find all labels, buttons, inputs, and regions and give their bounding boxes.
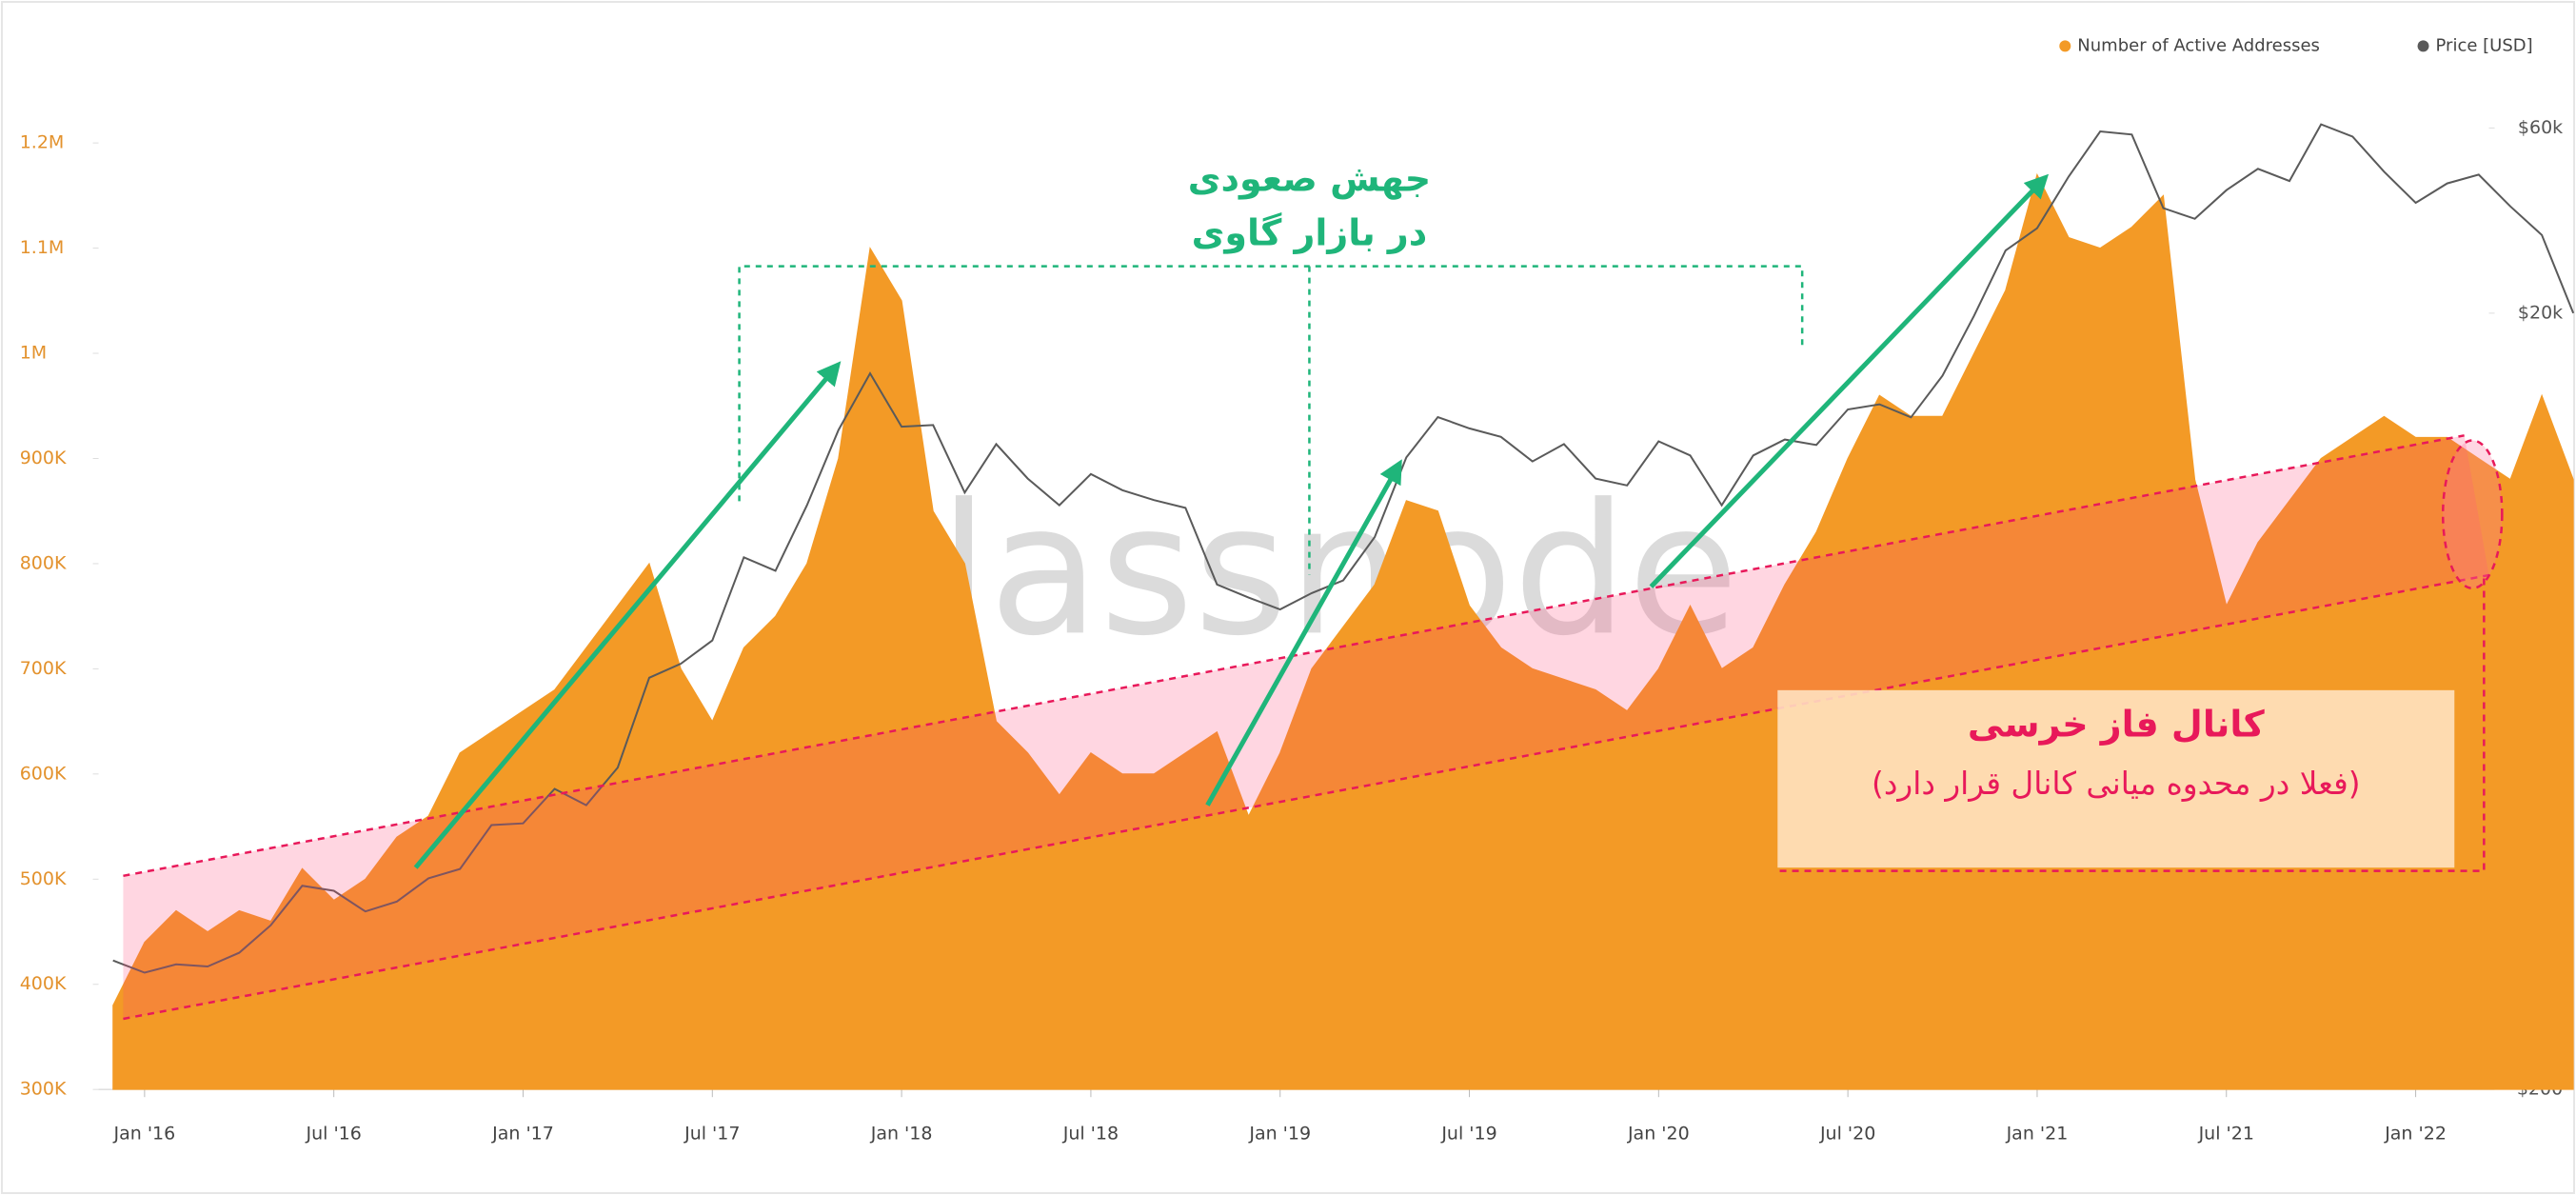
x-tick-label: Jan '22 — [2384, 1123, 2447, 1144]
bull-arrow — [413, 361, 842, 869]
y2-tick-label: $20k — [2518, 302, 2563, 323]
x-tick-label: Jan '20 — [1627, 1123, 1690, 1144]
legend-dot — [2417, 40, 2429, 52]
annotation: در بازار گاوی — [1192, 211, 1428, 253]
bull-arrow — [1205, 459, 1402, 807]
y-tick-label: 1.1M — [20, 237, 65, 258]
x-tick-label: Jul '18 — [1062, 1123, 1119, 1144]
y-tick-label: 800K — [20, 552, 67, 573]
x-tick-label: Jan '17 — [491, 1123, 554, 1144]
x-tick-label: Jul '16 — [305, 1123, 361, 1144]
y-tick-label: 1.2M — [20, 132, 65, 153]
x-tick-label: Jul '20 — [1819, 1123, 1875, 1144]
highlight-ellipse — [2441, 439, 2504, 590]
bull-arrow — [1649, 173, 2050, 588]
legend-dot — [2059, 40, 2071, 52]
bear-channel — [123, 435, 2489, 1019]
annotation: کانال فاز خرسی — [1968, 703, 2266, 745]
legend-label: Number of Active Addresses — [2077, 35, 2320, 55]
y-tick-label: 700K — [20, 658, 67, 679]
y-tick-label: 600K — [20, 763, 67, 784]
channel-bottom — [123, 573, 2489, 1021]
price-line — [112, 123, 2575, 974]
x-tick-label: Jan '18 — [870, 1123, 933, 1144]
bull-bracket — [738, 265, 1804, 576]
annotation: جهش صعودی — [1188, 157, 1431, 199]
x-tick-label: Jan '16 — [113, 1123, 176, 1144]
y-tick-label: 1M — [20, 343, 47, 364]
x-tick-label: Jul '19 — [1440, 1123, 1496, 1144]
annotation: (فعلا در محدوه میانی کانال قرار دارد) — [1872, 766, 2361, 802]
x-tick-label: Jan '19 — [1248, 1123, 1311, 1144]
note-box — [1777, 689, 2455, 868]
y-tick-label: 400K — [20, 973, 67, 994]
y-tick-label: 900K — [20, 448, 67, 468]
y-tick-label: 300K — [20, 1079, 67, 1100]
x-tick-label: Jul '21 — [2198, 1123, 2254, 1144]
y2-tick-label: $60k — [2518, 117, 2563, 138]
legend-label: Price [USD] — [2436, 35, 2533, 55]
x-tick-label: Jan '21 — [2006, 1123, 2069, 1144]
x-tick-label: Jul '17 — [684, 1123, 740, 1144]
y-tick-label: 500K — [20, 868, 67, 889]
